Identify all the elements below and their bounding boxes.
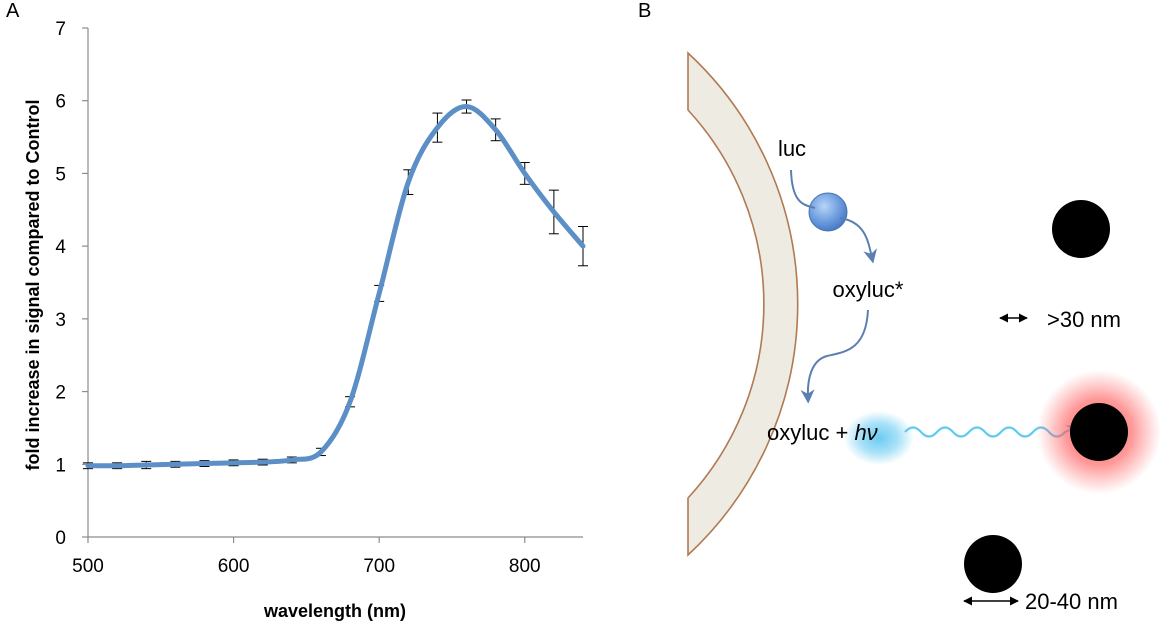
- product-label: oxyluc + hν: [767, 420, 878, 445]
- panel-b-label: B: [638, 0, 652, 22]
- shell-thickness-label: >30 nm: [1047, 307, 1121, 332]
- particle-size-label: 20-40 nm: [1025, 589, 1118, 614]
- y-tick-label: 5: [55, 164, 66, 185]
- y-tick-label: 2: [55, 383, 66, 404]
- y-axis-title: fold increase in signal compared to Cont…: [23, 99, 43, 470]
- photon-symbol: hν: [854, 420, 877, 445]
- y-tick-label: 7: [55, 19, 66, 40]
- product-text: oxyluc +: [767, 420, 854, 445]
- panel-a-label: A: [6, 0, 20, 22]
- x-tick-label: 800: [509, 556, 541, 577]
- tick-labels: 0 1 2 3 4 5 6 7 500 600 700 800: [55, 19, 540, 577]
- nanoparticle-bottom: [964, 535, 1022, 593]
- membrane-shell: [687, 51, 799, 557]
- luciferase-sphere: [808, 192, 848, 232]
- series-line: [85, 104, 586, 469]
- y-tick-label: 0: [55, 528, 66, 549]
- luc-label: luc: [778, 136, 806, 161]
- excited-state-label: oxyluc*: [833, 277, 904, 302]
- reaction-arrow-2: [800, 309, 869, 404]
- y-tick-label: 4: [55, 237, 66, 258]
- x-tick-label: 700: [363, 556, 395, 577]
- spectrum-chart: 0 1 2 3 4 5 6 7 500 600 700 800 wavelength (nm) fol…: [23, 19, 588, 621]
- y-tick-label: 6: [55, 92, 66, 113]
- photon-wave: [904, 424, 1080, 438]
- nanoparticle-top: [1052, 200, 1110, 258]
- red-glow: [1037, 370, 1161, 494]
- y-tick-label: 3: [55, 310, 66, 331]
- photon-glow: [844, 411, 914, 465]
- nanoparticle-emitting: [1070, 403, 1128, 461]
- x-tick-label: 600: [218, 556, 250, 577]
- chart-axes: [82, 27, 583, 543]
- reaction-arrow-1: [790, 169, 872, 258]
- x-tick-label: 500: [72, 556, 104, 577]
- x-axis-title: wavelength (nm): [263, 601, 406, 621]
- y-tick-label: 1: [55, 455, 66, 476]
